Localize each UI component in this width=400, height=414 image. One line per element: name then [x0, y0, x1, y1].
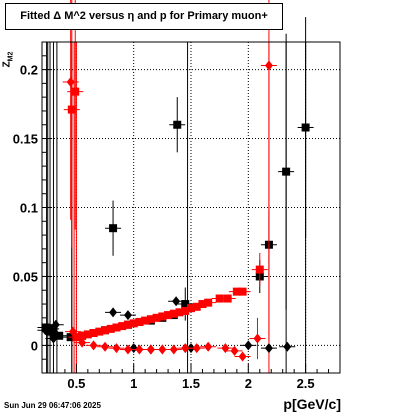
square-marker	[215, 294, 224, 303]
square-marker	[181, 306, 190, 315]
diamond-marker	[101, 341, 110, 352]
diamond-marker	[181, 343, 190, 354]
square-marker	[223, 294, 232, 303]
vertical-lines	[46, 42, 307, 373]
square-marker	[238, 287, 247, 296]
square-marker	[181, 300, 190, 309]
diamond-marker	[109, 307, 118, 318]
square-marker	[106, 324, 115, 333]
diamond-marker	[158, 344, 167, 355]
y-tick-label: 0.1	[20, 201, 38, 216]
x-tick-label: 1.5	[182, 376, 200, 391]
square-marker	[109, 224, 118, 233]
square-marker	[95, 327, 104, 336]
x-tick-label: 1	[130, 376, 137, 391]
square-marker	[158, 312, 167, 321]
square-marker	[78, 331, 87, 340]
diamond-marker	[123, 310, 132, 321]
diamond-marker	[89, 340, 98, 351]
diamond-marker	[123, 344, 132, 355]
diamond-marker	[41, 325, 50, 336]
square-marker	[192, 302, 201, 311]
diamond-marker	[146, 344, 155, 355]
diamond-marker	[51, 319, 60, 330]
square-marker	[72, 333, 81, 342]
diamond-marker	[112, 343, 121, 354]
square-marker	[89, 329, 98, 338]
square-marker	[55, 331, 64, 340]
diamond-marker	[221, 343, 230, 354]
x-axis-label: p[GeV/c]	[283, 396, 341, 412]
diamond-marker	[172, 296, 181, 307]
timestamp: Sun Jun 29 06:47:06 2025	[4, 401, 101, 410]
square-marker	[118, 322, 127, 331]
diamond-marker	[129, 343, 138, 354]
x-tick-label: 2	[245, 376, 252, 391]
diamond-marker	[192, 343, 201, 354]
y-tick-label: 0.05	[13, 269, 38, 284]
square-marker	[255, 265, 264, 274]
chart-title: Fitted Δ M^2 versus η and p for Primary …	[20, 10, 268, 22]
square-marker	[187, 304, 195, 313]
y-tick-label: 0	[31, 338, 38, 353]
square-marker	[49, 329, 58, 338]
y-axis-label: ZM2	[1, 45, 24, 75]
square-marker	[83, 330, 92, 339]
diamond-marker	[283, 341, 292, 352]
square-marker	[146, 315, 155, 324]
square-marker	[112, 323, 121, 332]
square-marker	[173, 120, 182, 129]
y-tick-label: 0.2	[20, 63, 38, 78]
grid-lines	[42, 42, 340, 373]
data-markers	[37, 0, 314, 362]
diamond-marker	[78, 337, 87, 348]
diamond-marker	[66, 76, 75, 87]
square-marker	[123, 320, 132, 329]
diamond-marker	[264, 60, 273, 71]
square-marker	[141, 316, 150, 325]
square-marker	[282, 167, 291, 176]
diamond-marker	[230, 345, 239, 356]
diamond-marker	[238, 351, 247, 362]
square-marker	[67, 105, 76, 114]
diamond-marker	[135, 344, 144, 355]
y-tick-label: 0.15	[13, 132, 38, 147]
square-marker	[101, 326, 110, 335]
diamond-marker	[68, 326, 77, 337]
diamond-marker	[204, 341, 213, 352]
square-marker	[198, 300, 207, 309]
axis-ticks: 0.5 1 1.5 2 2.5 0 0.05 0.1 0.15 0.2	[13, 55, 330, 391]
y-axis-label-text: ZM2	[1, 51, 15, 68]
square-marker	[135, 317, 144, 326]
title-box: Fitted Δ M^2 versus η and p for Primary …	[5, 3, 283, 30]
x-tick-label: 0.5	[67, 376, 85, 391]
square-marker	[301, 123, 310, 132]
square-marker	[169, 309, 178, 318]
square-marker	[175, 308, 184, 317]
diamond-marker	[169, 344, 178, 355]
diamond-marker	[244, 340, 253, 351]
square-marker	[71, 87, 80, 96]
square-marker	[204, 298, 213, 307]
diamond-marker	[49, 333, 58, 344]
diamond-marker	[253, 333, 262, 344]
diamond-marker	[264, 343, 273, 354]
square-marker	[164, 311, 173, 320]
x-tick-label: 2.5	[297, 376, 315, 391]
square-marker	[129, 319, 138, 328]
square-marker	[152, 313, 161, 322]
